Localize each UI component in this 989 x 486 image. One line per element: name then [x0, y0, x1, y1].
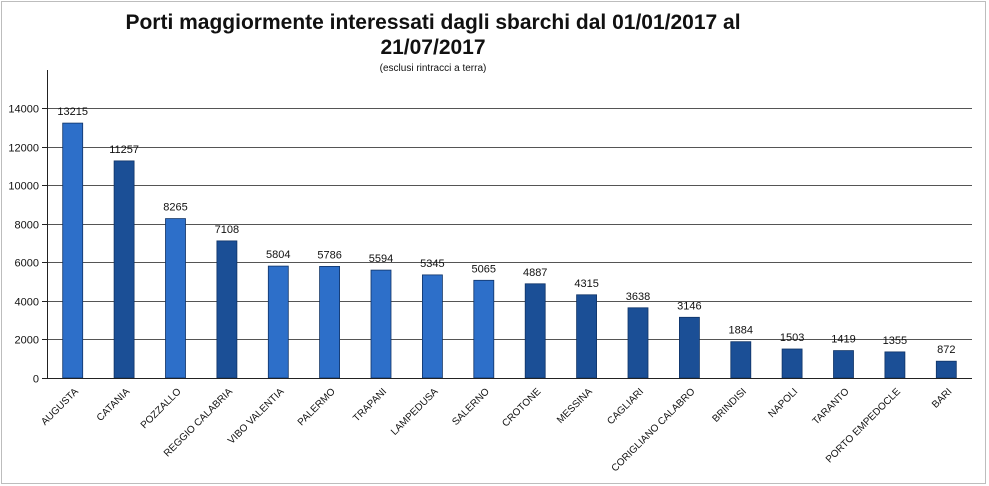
bar-vibo-valentia: [267, 265, 289, 379]
y-tick-label: 0: [33, 374, 39, 386]
bar-value-label: 1419: [831, 334, 855, 346]
y-tick-label: 14000: [8, 104, 39, 116]
bar-brindisi: [730, 341, 752, 379]
bar-value-label: 1503: [780, 332, 804, 344]
bar-value-label: 3146: [677, 300, 701, 312]
bar-value-label: 8265: [163, 202, 187, 214]
bar-lampedusa: [421, 274, 443, 379]
bar-value-label: 1355: [883, 335, 907, 347]
bar-value-label: 5065: [472, 263, 496, 275]
chart-subtitle: (esclusi rintracci a terra): [380, 63, 487, 74]
bar-salerno: [473, 279, 495, 379]
bar-value-label: 4887: [523, 267, 547, 279]
value-labels: 13215 11257 8265 7108 5804 5786 5594 5345 5065 48…: [57, 106, 955, 356]
bar-messina: [576, 294, 597, 379]
bar-catania: [113, 160, 135, 379]
bar-bari: [935, 360, 957, 379]
bar-corigliano-calabro: [679, 316, 700, 379]
bar-value-label: 4315: [574, 278, 598, 290]
chart-title-line-1: Porti maggiormente interessati dagli sba…: [125, 11, 740, 34]
bar-porto-empedocle: [884, 351, 906, 379]
bar-value-label: 5786: [317, 249, 341, 261]
bar-napoli: [781, 348, 803, 379]
bar-value-label: 11257: [109, 144, 139, 156]
y-tick-label: 2000: [15, 335, 39, 347]
bar-value-label: 5804: [266, 249, 290, 261]
bar-trapani: [370, 269, 392, 379]
bar-value-label: 1884: [729, 325, 753, 337]
bar-taranto: [833, 350, 854, 379]
bar-cagliari: [627, 307, 649, 379]
bar-palermo: [319, 265, 341, 379]
y-tick-label: 10000: [8, 181, 39, 193]
bar-augusta: [62, 122, 84, 379]
bar-value-label: 5345: [420, 258, 444, 270]
y-tick-label: 12000: [8, 143, 39, 155]
bar-value-label: 872: [937, 344, 955, 356]
bar-value-label: 13215: [57, 106, 88, 118]
bar-value-label: 7108: [215, 224, 239, 236]
bar-value-label: 5594: [369, 253, 393, 265]
y-axis-ticks: 0 2000 4000 6000 8000 10000 12000 14000: [8, 104, 39, 386]
chart-title-line-2: 21/07/2017: [380, 36, 485, 59]
bar-reggio-calabria: [216, 240, 238, 379]
bar-value-label: 3638: [626, 291, 650, 303]
y-tick-label: 4000: [15, 297, 39, 309]
bar-crotone: [524, 283, 546, 379]
bar-pozzallo: [165, 218, 186, 379]
gridlines: [42, 108, 972, 379]
y-tick-label: 8000: [15, 220, 39, 232]
y-tick-label: 6000: [15, 258, 39, 270]
